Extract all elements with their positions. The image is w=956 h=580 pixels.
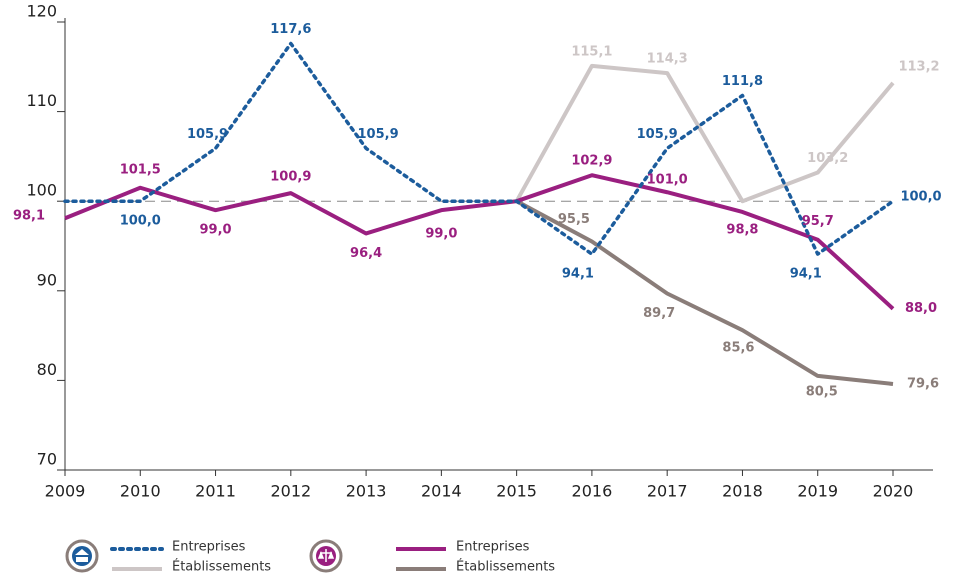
series-line [63,41,895,256]
x-tick-label: 2020 [873,482,914,501]
y-tick-label: 100 [26,181,57,200]
x-tick-label: 2016 [572,482,613,501]
data-label: 88,0 [905,301,937,316]
legend-label: Établissements [172,559,271,575]
data-label: 105,9 [637,127,678,142]
series-line [515,199,894,386]
legend-label: Établissements [456,559,555,575]
x-tick-label: 2010 [120,482,161,501]
y-tick-label: 90 [37,270,57,289]
data-label: 85,6 [722,341,754,356]
x-tick-label: 2018 [722,482,763,501]
data-label: 102,9 [571,154,612,169]
data-label: 101,5 [120,162,161,177]
data-label: 117,6 [270,22,311,37]
data-label: 99,0 [425,227,457,242]
data-label: 101,0 [647,173,688,188]
y-tick-label: 80 [37,360,57,379]
x-tick-label: 2012 [270,482,311,501]
data-label: 105,9 [358,127,399,142]
legend-label: Entreprises [456,540,530,555]
data-label: 98,1 [13,209,45,224]
y-tick-label: 120 [26,2,57,21]
data-label: 103,2 [807,151,848,166]
series-line [514,63,895,204]
x-tick-label: 2014 [421,482,462,501]
x-tick-label: 2009 [45,482,86,501]
data-label: 95,5 [558,212,590,227]
data-label: 115,1 [571,44,612,59]
data-label: 100,0 [900,190,941,205]
data-label: 95,7 [802,214,834,229]
data-label: 80,5 [806,384,838,399]
x-tick-label: 2011 [195,482,236,501]
data-label: 100,9 [270,170,311,185]
x-tick-label: 2019 [797,482,838,501]
data-label: 105,9 [187,127,228,142]
series-line [64,173,895,311]
data-label: 114,3 [647,52,688,67]
x-tick-label: 2017 [647,482,688,501]
data-label: 99,0 [200,223,232,238]
data-label: 98,8 [726,222,758,237]
legend-label: Entreprises [172,540,246,555]
data-label: 94,1 [562,267,594,282]
x-tick-label: 2013 [346,482,387,501]
data-label: 94,1 [790,267,822,282]
data-label: 79,6 [907,376,939,391]
data-label: 96,4 [350,246,382,261]
x-tick-label: 2015 [496,482,537,501]
y-tick-label: 110 [26,91,57,110]
data-label: 89,7 [643,306,675,321]
data-label: 100,0 [120,214,161,229]
data-label: 111,8 [722,74,763,89]
y-tick-label: 70 [37,450,57,469]
data-label: 113,2 [898,59,939,74]
legend-icon [65,539,343,573]
